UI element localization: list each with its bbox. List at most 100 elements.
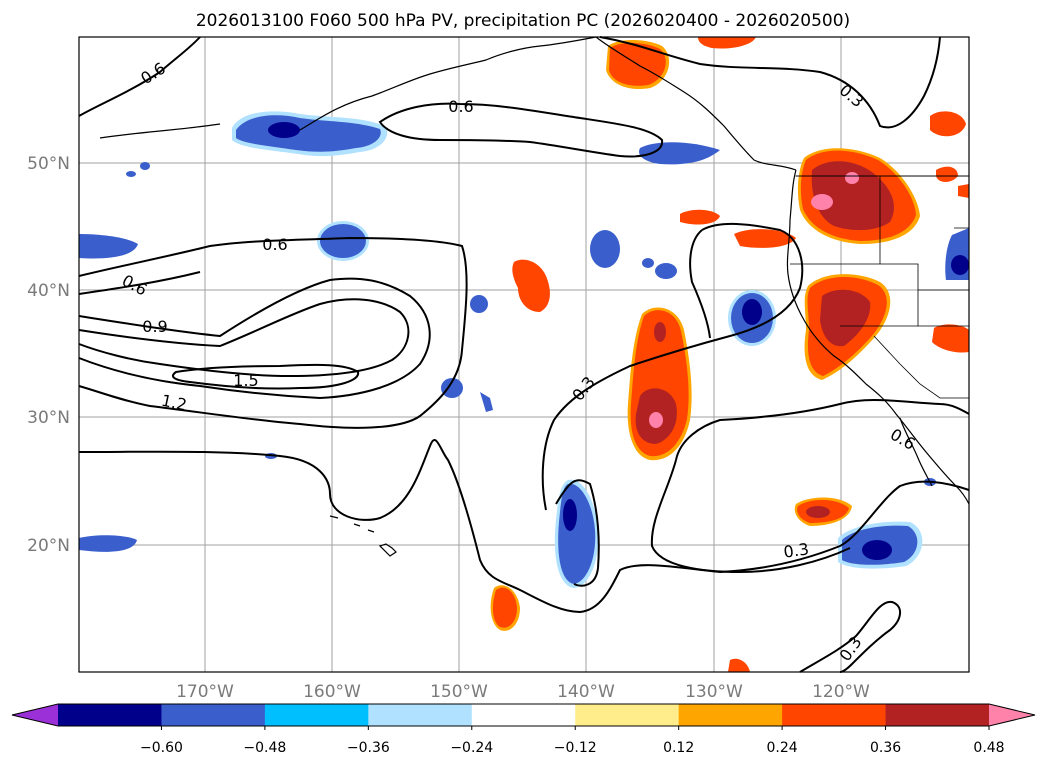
- pv-contours: [78, 36, 970, 673]
- colorbar-tick-label: 0.12: [663, 740, 694, 756]
- pos-area-dot-2: [734, 229, 796, 248]
- colorbar-tick-label: 0.24: [767, 740, 798, 756]
- pos-area-mid-west: [512, 259, 550, 312]
- contour-0.3-southeast: [650, 459, 851, 574]
- neg-area-dot-4: [441, 378, 463, 398]
- pos-area-pnw-inner: [811, 161, 894, 231]
- pos-area-north-2: [698, 37, 756, 49]
- pos-area-se-inner: [806, 506, 830, 518]
- lon-tick-150w: 150°W: [430, 682, 488, 702]
- contour-0.6-west: [78, 271, 201, 295]
- colorbar-tick-label: −0.24: [450, 740, 493, 756]
- colorbar-ticks: −0.60 −0.48 −0.36 −0.24 −0.12 0.12 0.24 0.36 0.4…: [140, 726, 1005, 756]
- contour-0.6-north: [378, 102, 664, 158]
- contour-0.6-south: [78, 439, 970, 614]
- coastlines: [99, 36, 970, 557]
- colorbar-outline: [11, 703, 1036, 727]
- colorbar-cell: [368, 704, 473, 726]
- positive-precip-areas: [490, 37, 969, 672]
- pos-area-ne-dot: [936, 166, 958, 182]
- neg-area-dot-1: [642, 258, 654, 268]
- neg-area-dot-7: [140, 162, 150, 170]
- lat-tick-20n: 20°N: [27, 536, 70, 556]
- aleutian-chain: [99, 123, 221, 139]
- contour-1.5: [172, 363, 360, 390]
- colorbar-tick-label: 0.36: [870, 740, 901, 756]
- colorbar-cell: [575, 704, 680, 726]
- us-west-coast: [786, 169, 970, 505]
- pos-area-cal-inner: [820, 289, 871, 347]
- colorbar-tick-label: −0.12: [554, 740, 597, 756]
- neg-area-mid: [590, 230, 620, 268]
- neg-area-west-edge: [79, 234, 138, 259]
- pos-area-ne-edge: [958, 184, 969, 198]
- lon-tick-140w: 140°W: [557, 682, 615, 702]
- lat-tick-30n: 30°N: [27, 408, 70, 428]
- neg-area-ne-max: [951, 255, 969, 275]
- lon-tick-120w: 120°W: [812, 682, 870, 702]
- contour-0.9: [78, 277, 431, 400]
- neg-area-dot-6: [126, 171, 136, 177]
- hawaii-islands: [329, 515, 375, 533]
- pos-area-far-ne: [930, 111, 966, 137]
- contour-0.3-bottom: [799, 600, 901, 673]
- contour-label-5: 0.9: [142, 317, 167, 336]
- longitude-labels: 170°W 160°W 150°W 140°W 130°W 120°W: [176, 682, 870, 702]
- colorbar-cell: [264, 704, 369, 726]
- contour-label-7: 1.2: [160, 391, 189, 415]
- pos-area-central-spot: [654, 322, 666, 342]
- contour-0.3-loop: [689, 229, 711, 339]
- contour-0.6-main: [78, 236, 468, 429]
- negative-precip-areas: [79, 111, 969, 588]
- pos-area-east-edge: [932, 324, 969, 353]
- colorbar-cell: [471, 704, 576, 726]
- contour-label-3: 0.6: [262, 235, 287, 254]
- neg-area-gulf-max: [268, 122, 300, 138]
- neg-area-dot-5: [480, 392, 493, 412]
- lat-tick-50n: 50°N: [27, 154, 70, 174]
- colorbar-cell: [885, 704, 990, 726]
- lon-tick-160w: 160°W: [303, 682, 361, 702]
- contour-0.3-north: [599, 36, 941, 129]
- colorbar-cell: [782, 704, 887, 726]
- neg-area-dot-2: [655, 263, 677, 279]
- hawaii-big-island: [378, 543, 397, 557]
- map-panel: 0.6 0.6 0.6 0.6 0.9 1.5 1.2 0.3 0.3 0.3 …: [78, 36, 970, 673]
- colorbar-tick-label: 0.48: [973, 740, 1004, 756]
- lat-tick-40n: 40°N: [27, 281, 70, 301]
- alaska-coast: [299, 36, 597, 131]
- colorbar-cell: [161, 704, 266, 726]
- neg-area-east-max: [742, 299, 762, 325]
- pos-area-dot-1: [680, 209, 720, 225]
- neg-area-south-max: [563, 499, 577, 531]
- pos-area-pnw-max-1: [811, 194, 833, 210]
- colorbar-extension-left: [12, 704, 58, 726]
- contour-1.2: [78, 298, 410, 378]
- contour-0.6-east: [675, 398, 970, 461]
- contour-label-10: 0.3: [782, 539, 810, 561]
- neg-area-dot-3: [470, 295, 488, 313]
- figure-title: 2026013100 F060 500 hPa PV, precipitatio…: [196, 11, 850, 31]
- contour-0.3-central: [541, 222, 804, 511]
- pos-area-central-max: [649, 412, 663, 428]
- baja-coast: [899, 417, 933, 487]
- contour-label-2: 0.6: [448, 97, 473, 116]
- contour-label-6: 1.5: [233, 371, 258, 390]
- pos-area-pnw-max-2: [845, 172, 859, 184]
- mexico-border: [873, 335, 969, 399]
- state-borders: [790, 175, 969, 327]
- neg-area-gulf-core: [236, 115, 381, 152]
- lon-tick-170w: 170°W: [176, 682, 234, 702]
- colorbar-cell: [678, 704, 783, 726]
- colorbar-extension-right: [989, 704, 1035, 726]
- contour-0.6-nw: [78, 36, 201, 117]
- neg-area-sw: [79, 535, 137, 552]
- colorbar-cell: [58, 704, 162, 726]
- colorbar-tick-label: −0.60: [140, 740, 183, 756]
- neg-area-se-max: [862, 540, 892, 560]
- colorbar-tick-label: −0.36: [347, 740, 390, 756]
- map-frame: [78, 36, 970, 673]
- lon-tick-130w: 130°W: [685, 682, 743, 702]
- latitude-labels: 50°N 40°N 30°N 20°N: [27, 154, 70, 556]
- contour-0.3-south: [555, 479, 600, 587]
